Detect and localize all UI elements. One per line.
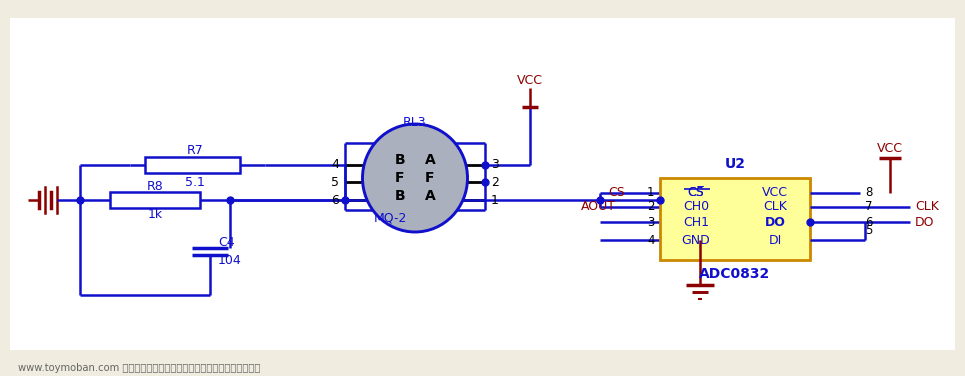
Text: CH0: CH0: [683, 200, 709, 214]
Text: DI: DI: [768, 233, 782, 247]
Text: DO: DO: [764, 215, 786, 229]
Ellipse shape: [363, 124, 467, 232]
Bar: [145, 157, 240, 173]
Text: 2: 2: [491, 176, 499, 188]
Text: R7: R7: [186, 144, 204, 158]
Text: CS̅: CS̅: [688, 186, 704, 200]
Text: 5: 5: [331, 176, 339, 188]
Text: 6: 6: [331, 194, 339, 206]
Text: ADC0832: ADC0832: [700, 267, 771, 281]
Text: CH1: CH1: [683, 215, 709, 229]
Text: AOUT: AOUT: [581, 200, 616, 214]
Text: CS: CS: [608, 186, 625, 200]
Text: R8: R8: [147, 179, 163, 193]
Text: 1k: 1k: [148, 209, 162, 221]
Text: VCC: VCC: [517, 73, 543, 86]
Text: RL3: RL3: [403, 115, 427, 129]
Text: MQ-2: MQ-2: [373, 211, 406, 224]
Text: VCC: VCC: [877, 141, 903, 155]
Text: 7: 7: [865, 200, 872, 214]
Text: 5.1: 5.1: [185, 176, 205, 190]
Bar: [660, 178, 810, 260]
Text: 4: 4: [331, 159, 339, 171]
Text: GND: GND: [681, 233, 710, 247]
Text: A: A: [425, 153, 435, 167]
Text: CS: CS: [688, 186, 704, 200]
Text: F: F: [396, 171, 404, 185]
Text: CLK: CLK: [763, 200, 786, 214]
Text: 8: 8: [865, 186, 872, 200]
Text: 1: 1: [491, 194, 499, 206]
Text: F: F: [426, 171, 435, 185]
FancyBboxPatch shape: [10, 18, 955, 350]
Text: 2: 2: [647, 200, 654, 214]
Text: VCC: VCC: [762, 186, 788, 200]
Text: B: B: [395, 189, 405, 203]
Text: A: A: [425, 189, 435, 203]
Text: 1: 1: [647, 186, 654, 200]
Text: 3: 3: [491, 159, 499, 171]
Text: 3: 3: [647, 215, 654, 229]
Text: 6: 6: [865, 215, 872, 229]
Text: www.toymoban.com 网络图片仅供展示，非存资，如有侵权请联系删除。: www.toymoban.com 网络图片仅供展示，非存资，如有侵权请联系删除。: [18, 363, 261, 373]
Text: U2: U2: [725, 157, 746, 171]
Text: 5: 5: [865, 223, 872, 237]
Text: CLK: CLK: [915, 200, 939, 214]
Text: 104: 104: [218, 253, 242, 267]
Text: C4: C4: [218, 235, 234, 249]
Text: DO: DO: [915, 215, 934, 229]
Text: 4: 4: [647, 233, 654, 247]
Text: B: B: [395, 153, 405, 167]
Bar: [110, 192, 200, 208]
